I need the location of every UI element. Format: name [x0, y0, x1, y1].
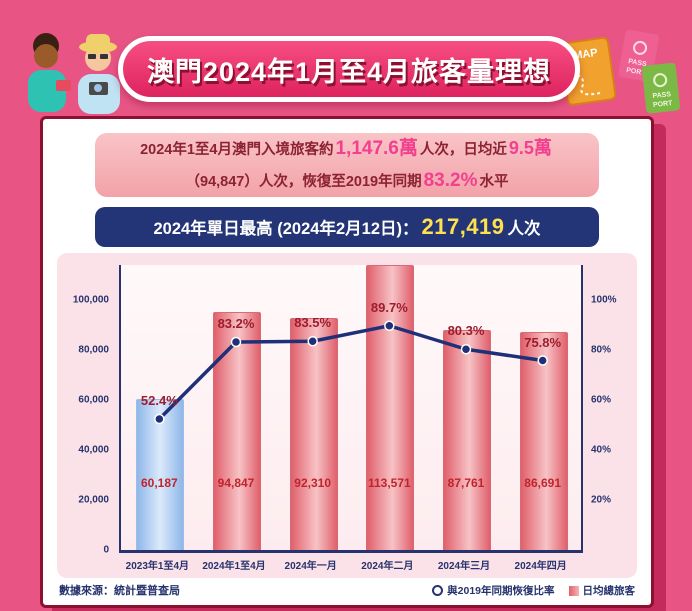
line-marker	[230, 336, 242, 348]
y-axis-tick-left: 40,000	[78, 444, 109, 456]
y-axis-tick-left: 80,000	[78, 344, 109, 356]
percent-label: 80.3%	[447, 323, 485, 339]
line-marker	[307, 336, 318, 347]
bar-value-label: 60,187	[140, 476, 178, 490]
plot-area: 60,187 94,847 92,310 113,571 87,761 86,691 52.…	[119, 265, 583, 553]
right-axis: 20% 40% 60% 80% 100%	[587, 265, 635, 550]
percent-label: 52.4%	[140, 393, 178, 408]
left-axis: 0 20,000 40,000 60,000 80,000 100,000	[57, 265, 115, 556]
summary-text: 2024年1至4月澳門入境旅客約	[140, 141, 334, 158]
content-card: 2024年1至4月澳門入境旅客約 1,147.6萬 人次，日均近 9.5萬 （94,8…	[40, 116, 654, 608]
y-axis-tick-right: 40%	[591, 444, 612, 456]
y-axis-tick-left: 20,000	[78, 494, 109, 506]
bar-value-label: 92,310	[294, 476, 331, 490]
x-axis-labels: 2023年1至4月 2024年1至4月 2024年一月 2024年二月 2024年三月 2…	[119, 557, 579, 575]
peak-value: 217,419	[421, 214, 505, 239]
y-axis-tick-right: 20%	[591, 494, 612, 506]
y-axis-tick-right: 80%	[591, 344, 612, 356]
line-marker	[384, 320, 395, 331]
passport-pink-label2: PORT	[626, 67, 647, 77]
passport-pink-emblem	[633, 40, 648, 55]
peak-box: 2024年單日最高 (2024年2月12日)： 217,419 人次	[95, 207, 599, 247]
percent-label: 83.2%	[217, 316, 255, 331]
summary-text: 人次，日均近	[419, 141, 507, 158]
legend: 與2019年同期恢復比率 日均總旅客	[432, 583, 635, 598]
y-axis-tick-left: 0	[103, 544, 109, 556]
percent-label: 89.7%	[370, 299, 408, 315]
x-axis-category: 2024年二月	[361, 561, 414, 572]
summary-highlight-recovery: 83.2%	[423, 170, 478, 191]
data-source: 數據來源：統計暨普查局	[59, 585, 180, 597]
summary-highlight-total: 1,147.6萬	[335, 137, 418, 159]
travel-items-illustration: MAP PASS PORT PASS PORT	[559, 29, 681, 114]
tourist2-camera-lens	[94, 84, 102, 92]
y-axis-tick-right: 100%	[591, 294, 617, 306]
bar-value-label: 113,571	[367, 476, 411, 490]
bar	[519, 332, 568, 550]
bar-value-label: 87,761	[447, 476, 485, 490]
page-title: 澳門2024年1月至4月旅客量理想	[146, 56, 552, 87]
bar-value-label: 86,691	[524, 476, 561, 490]
peak-label: 2024年單日最高 (2024年2月12日)：	[153, 220, 419, 238]
bar	[366, 265, 415, 550]
summary-line1: 2024年1至4月澳門入境旅客約 1,147.6萬 人次，日均近 9.5萬	[140, 133, 554, 165]
legend-item-bar: 日均總旅客	[568, 583, 636, 598]
summary-text: （94,847）人次，恢復至2019年同期	[185, 174, 422, 190]
y-axis-tick-left: 60,000	[78, 394, 109, 406]
x-axis-category: 2024年1至4月	[202, 561, 266, 572]
tourist1-camera	[56, 80, 71, 91]
summary-highlight-daily: 9.5萬	[508, 137, 552, 158]
percent-label: 75.8%	[524, 334, 562, 350]
passport-green: PASS PORT	[641, 62, 681, 114]
chart-panel: 0 20,000 40,000 60,000 80,000 100,000 60,187 9…	[57, 253, 637, 578]
tourist2-hat-brim	[79, 41, 117, 53]
summary-line2: （94,847）人次，恢復至2019年同期 83.2% 水平	[186, 165, 509, 197]
y-axis-tick-right: 60%	[591, 394, 612, 406]
summary-box: 2024年1至4月澳門入境旅客約 1,147.6萬 人次，日均近 9.5萬 （94,8…	[95, 133, 599, 197]
bar-swatch-icon	[568, 585, 579, 596]
bar-value-label: 94,847	[217, 476, 255, 490]
legend-line-label: 與2019年同期恢復比率	[447, 585, 555, 597]
x-axis-category: 2024年三月	[437, 561, 491, 572]
tourist1-face	[34, 44, 58, 68]
line-marker	[460, 344, 472, 355]
passport-green-emblem	[653, 73, 668, 88]
tourist2-sunglasses-left	[88, 54, 96, 59]
bar	[289, 318, 338, 550]
tourist2-sunglasses-right	[100, 54, 108, 59]
passport-green-cover	[641, 62, 681, 114]
legend-item-line: 與2019年同期恢復比率	[432, 583, 555, 598]
map-label: MAP	[573, 47, 599, 62]
x-axis-category: 2024年一月	[284, 561, 337, 572]
summary-text: 水平	[479, 174, 509, 190]
line-marker	[154, 413, 165, 425]
percent-label: 83.5%	[294, 315, 332, 331]
bar	[443, 329, 491, 550]
recovery-rate-line	[154, 320, 548, 425]
tourists-illustration	[28, 33, 120, 114]
y-axis-tick-left: 100,000	[72, 294, 109, 306]
passport-green-label1: PASS	[652, 91, 672, 100]
x-axis-category: 2024年四月	[514, 561, 567, 572]
bar	[213, 311, 261, 550]
line-marker	[537, 355, 548, 366]
legend-bar-label: 日均總旅客	[582, 585, 636, 597]
tourist1-shirt	[28, 70, 66, 112]
peak-unit: 人次	[507, 220, 541, 238]
line-path	[158, 324, 543, 421]
line-marker-icon	[432, 585, 444, 596]
passport-green-label2: PORT	[653, 100, 674, 109]
x-axis-category: 2023年1至4月	[125, 561, 190, 572]
title-banner: 澳門2024年1月至4月旅客量理想	[118, 36, 580, 102]
passport-pink-label1: PASS	[628, 58, 648, 68]
